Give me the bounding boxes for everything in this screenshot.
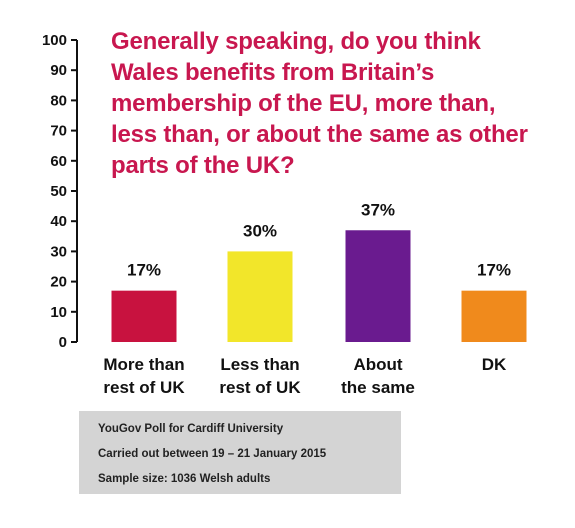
category-label: About [353, 355, 402, 374]
title-line: Generally speaking, do you think [111, 28, 481, 55]
category-label: Less than [220, 355, 299, 374]
title-line: Wales benefits from Britain’s [111, 59, 435, 86]
y-tick-label: 20 [50, 274, 67, 291]
y-tick-label: 30 [50, 243, 67, 260]
source-note-box: YouGov Poll for Cardiff University Carri… [79, 411, 401, 494]
y-tick-label: 100 [42, 32, 67, 49]
category-label: rest of UK [219, 378, 301, 397]
y-tick-label: 80 [50, 92, 67, 109]
data-label: 37% [361, 200, 395, 219]
bar [345, 230, 411, 342]
y-tick-label: 70 [50, 123, 67, 140]
source-line-sample: Sample size: 1036 Welsh adults [98, 473, 271, 485]
data-label: 17% [127, 261, 161, 280]
title-line: less than, or about the same as other [111, 121, 528, 148]
y-tick-label: 50 [50, 183, 67, 200]
y-tick-label: 60 [50, 153, 67, 170]
source-line-poll: YouGov Poll for Cardiff University [98, 423, 284, 435]
data-label: 17% [477, 261, 511, 280]
y-tick-label: 90 [50, 62, 67, 79]
bar [461, 290, 527, 342]
y-tick-label: 40 [50, 213, 67, 230]
category-label: DK [482, 355, 507, 374]
title-line: parts of the UK? [111, 152, 295, 179]
title-line: membership of the EU, more than, [111, 90, 496, 117]
bar [227, 251, 293, 342]
y-tick-label: 10 [50, 304, 67, 321]
category-label: the same [341, 378, 415, 397]
chart-title: Generally speaking, do you think Wales b… [111, 26, 571, 181]
y-tick-label: 0 [59, 334, 67, 351]
source-line-dates: Carried out between 19 – 21 January 2015 [98, 448, 327, 460]
data-label: 30% [243, 221, 277, 240]
category-label: More than [103, 355, 184, 374]
category-label: rest of UK [103, 378, 185, 397]
bar [111, 290, 177, 342]
